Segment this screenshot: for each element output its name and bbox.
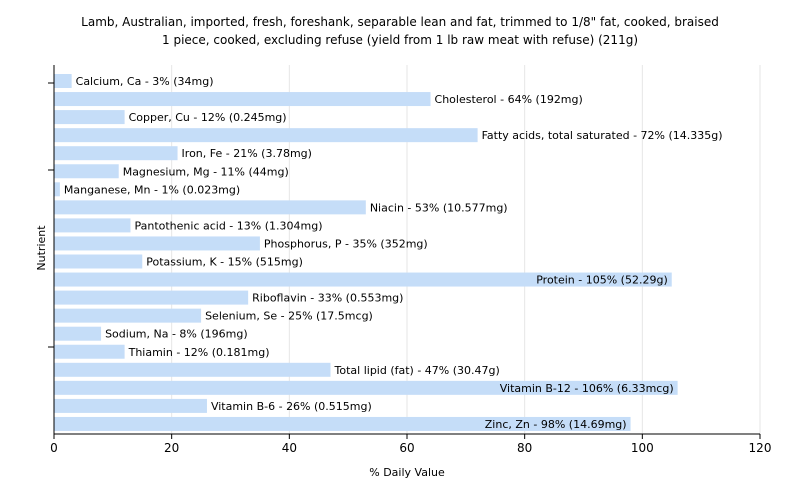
- x-tick-label: 80: [517, 441, 532, 455]
- bar: [54, 200, 366, 215]
- bar: [54, 74, 72, 88]
- bar-label: Thiamin - 12% (0.181mg): [128, 346, 270, 359]
- bar: [54, 182, 60, 197]
- bar-label: Copper, Cu - 12% (0.245mg): [129, 111, 287, 124]
- bar-label: Calcium, Ca - 3% (34mg): [76, 75, 214, 88]
- bar-label: Phosphorus, P - 35% (352mg): [264, 237, 428, 250]
- bar-label: Selenium, Se - 25% (17.5mcg): [205, 310, 373, 323]
- bar-label: Cholesterol - 64% (192mg): [435, 93, 583, 106]
- bar-label: Manganese, Mn - 1% (0.023mg): [64, 183, 240, 196]
- bar: [54, 362, 331, 377]
- bar: [54, 344, 125, 359]
- bar-label: Protein - 105% (52.29g): [536, 274, 668, 287]
- bar: [54, 380, 678, 395]
- bar: [54, 236, 260, 251]
- bar-label: Magnesium, Mg - 11% (44mg): [123, 165, 289, 178]
- bar-label: Vitamin B-12 - 106% (6.33mcg): [500, 382, 674, 395]
- bar-label: Fatty acids, total saturated - 72% (14.3…: [482, 129, 723, 142]
- bar-label: Pantothenic acid - 13% (1.304mg): [134, 219, 322, 232]
- bar: [54, 146, 178, 161]
- chart-title: Lamb, Australian, imported, fresh, fores…: [81, 15, 719, 29]
- bar: [54, 308, 202, 323]
- x-tick-label: 20: [164, 441, 179, 455]
- x-ticks: 0 20 40 60 80 100 120: [50, 434, 771, 455]
- x-axis-title: % Daily Value: [369, 466, 445, 479]
- bar: [54, 164, 119, 179]
- bar-label: Riboflavin - 33% (0.553mg): [252, 292, 403, 305]
- bar: [54, 254, 143, 269]
- chart-subtitle: 1 piece, cooked, excluding refuse (yield…: [162, 33, 638, 47]
- bars: Calcium, Ca - 3% (34mg) Cholesterol - 64%…: [54, 74, 723, 431]
- bar-label: Iron, Fe - 21% (3.78mg): [182, 147, 312, 160]
- bar-label: Vitamin B-6 - 26% (0.515mg): [211, 400, 372, 413]
- bar: [54, 416, 631, 431]
- x-tick-label: 40: [282, 441, 297, 455]
- bar-label: Total lipid (fat) - 47% (30.47g): [334, 364, 500, 377]
- bar: [54, 128, 478, 143]
- y-axis-title: Nutrient: [35, 225, 48, 271]
- bar: [54, 290, 249, 305]
- bar: [54, 218, 131, 233]
- bar: [54, 110, 125, 125]
- bar: [54, 398, 207, 413]
- x-tick-label: 60: [399, 441, 414, 455]
- bar-label: Sodium, Na - 8% (196mg): [105, 328, 248, 341]
- bar: [54, 272, 672, 287]
- bar: [54, 326, 102, 341]
- x-tick-label: 120: [749, 441, 772, 455]
- bar-label: Potassium, K - 15% (515mg): [146, 256, 303, 269]
- bar-label: Niacin - 53% (10.577mg): [370, 201, 508, 214]
- bar: [54, 92, 431, 107]
- bar-label: Zinc, Zn - 98% (14.69mg): [485, 418, 627, 431]
- x-tick-label: 0: [50, 441, 58, 455]
- x-tick-label: 100: [631, 441, 654, 455]
